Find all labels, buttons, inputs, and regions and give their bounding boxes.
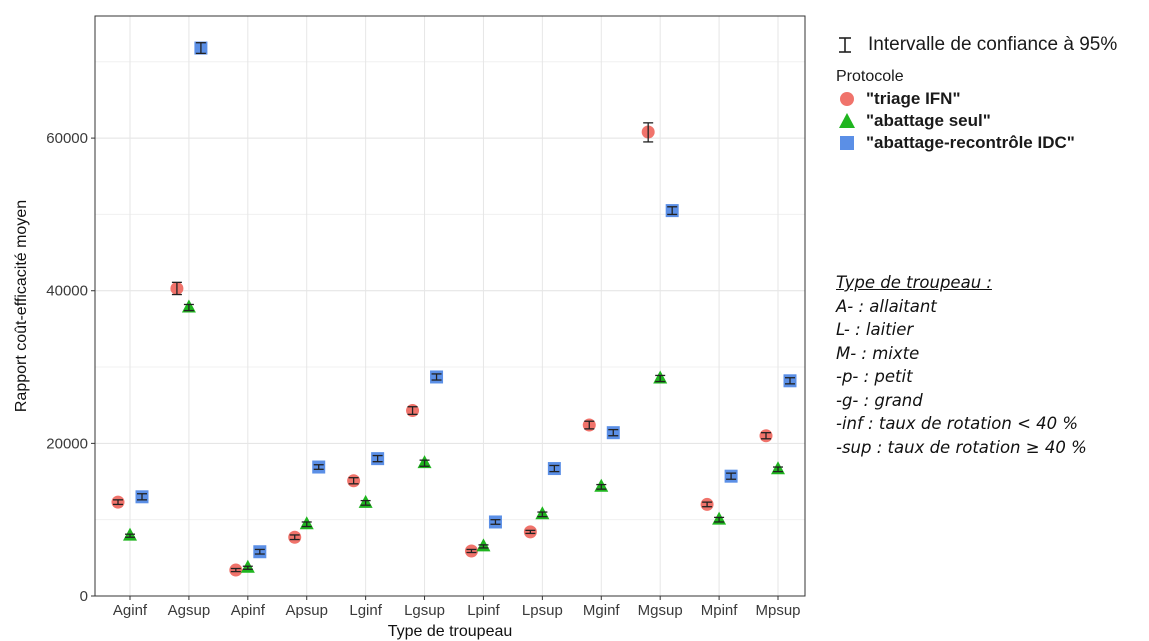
x-tick-label: Mpinf [701,602,739,619]
y-tick-label: 60000 [46,130,88,147]
error-bar [596,483,607,490]
legend-ci-entry: Intervalle de confiance à 95% [832,34,1147,56]
error-bar [301,521,312,528]
x-tick-label: Mgsup [638,602,683,619]
error-bar-icon [839,37,851,53]
y-tick-label: 20000 [46,435,88,452]
x-tick-label: Lginf [349,602,382,619]
error-bar [773,466,783,473]
notes-title: Type de troupeau : [836,273,992,292]
error-bar [655,374,666,383]
error-bar [667,206,678,216]
error-bar [289,534,300,541]
x-tick-label: Lgsup [404,602,445,619]
x-tick-label: Apinf [231,602,266,619]
data-marks [111,41,797,577]
notes-line: M- : mixte [836,343,920,363]
x-tick-label: Lpinf [467,602,500,619]
y-tick-label: 0 [80,588,88,605]
x-tick-label: Mpsup [755,602,800,619]
error-bar [407,406,418,416]
error-bar [419,459,430,467]
error-bar [608,428,619,437]
circle-marker-icon [840,92,854,106]
legend-item-triage-ifn: "triage IFN" [832,89,1147,109]
error-bar [348,477,359,485]
legend-item-abattage-seul: "abattage seul" [832,111,1147,131]
legend-item-label: "abattage-recontrôle IDC" [866,133,1075,152]
notes-line: L- : laitier [836,320,914,339]
x-tick-label: Apsup [285,602,328,619]
error-bar [537,511,548,518]
x-axis-ticks: Aginf Agsup Apinf Apsup Lginf Lgsup Lpinf Lpsup… [113,596,801,619]
error-bar [466,548,477,554]
legend-item-abattage-recontrole-idc: "abattage-recontrôle IDC" [832,133,1147,153]
legend-item-label: "triage IFN" [866,89,961,108]
notes-line: -g- : grand [836,390,923,410]
notes-line: -sup : taux de rotation ≥ 40 % [836,437,1087,457]
plot-frame [94,15,806,597]
error-bar [643,122,654,143]
square-marker-icon [840,136,854,150]
series-circle [111,122,773,577]
error-bar [714,516,725,523]
error-bar [183,303,194,312]
y-axis-title: Rapport coût-efficacité moyen [13,200,30,412]
legend: Intervalle de confiance à 95% Protocole … [832,34,1147,155]
error-bar [195,42,206,55]
x-axis-title: Type de troupeau [388,623,513,640]
error-bar [171,281,182,296]
error-bar [242,565,253,570]
error-bar [431,373,442,381]
y-axis-ticks: 0 20000 40000 60000 [46,130,95,605]
error-bar [113,499,123,506]
legend-ci-label: Intervalle de confiance à 95% [868,34,1118,55]
error-bar [761,432,771,440]
y-tick-label: 40000 [46,283,88,300]
notes-line: -p- : petit [836,367,913,386]
x-tick-label: Aginf [113,602,148,619]
error-bar [478,544,489,549]
triangle-marker-icon [839,113,855,128]
legend-protocol-title: Protocole [836,68,904,85]
x-tick-label: Lpsup [522,602,563,619]
series-triangle [123,299,785,573]
error-bar [726,472,737,480]
chart: 0 20000 40000 60000 Aginf Agsup Apinf Apsup Lgi… [13,15,806,640]
notes-line: A- : allaitant [836,296,937,316]
error-bar [549,464,560,473]
error-bar [702,501,713,508]
error-bar [785,377,795,385]
plot-panel [95,16,805,596]
error-bar [525,529,536,535]
error-bar [254,548,265,555]
error-bar [137,493,147,501]
series-square [135,41,797,559]
error-bar [360,499,371,506]
legend-item-label: "abattage seul" [866,111,991,130]
error-bar [230,567,241,573]
x-tick-label: Agsup [168,602,211,619]
herd-type-notes: Type de troupeau : A- : allaitant L- : l… [836,271,1146,459]
notes-line: -inf : taux de rotation < 40 % [836,414,1079,433]
error-bar [372,454,383,463]
x-tick-label: Mginf [583,602,621,619]
error-bar [584,420,595,430]
error-bar [490,519,501,525]
error-bar [313,464,324,470]
error-bar [125,533,135,538]
